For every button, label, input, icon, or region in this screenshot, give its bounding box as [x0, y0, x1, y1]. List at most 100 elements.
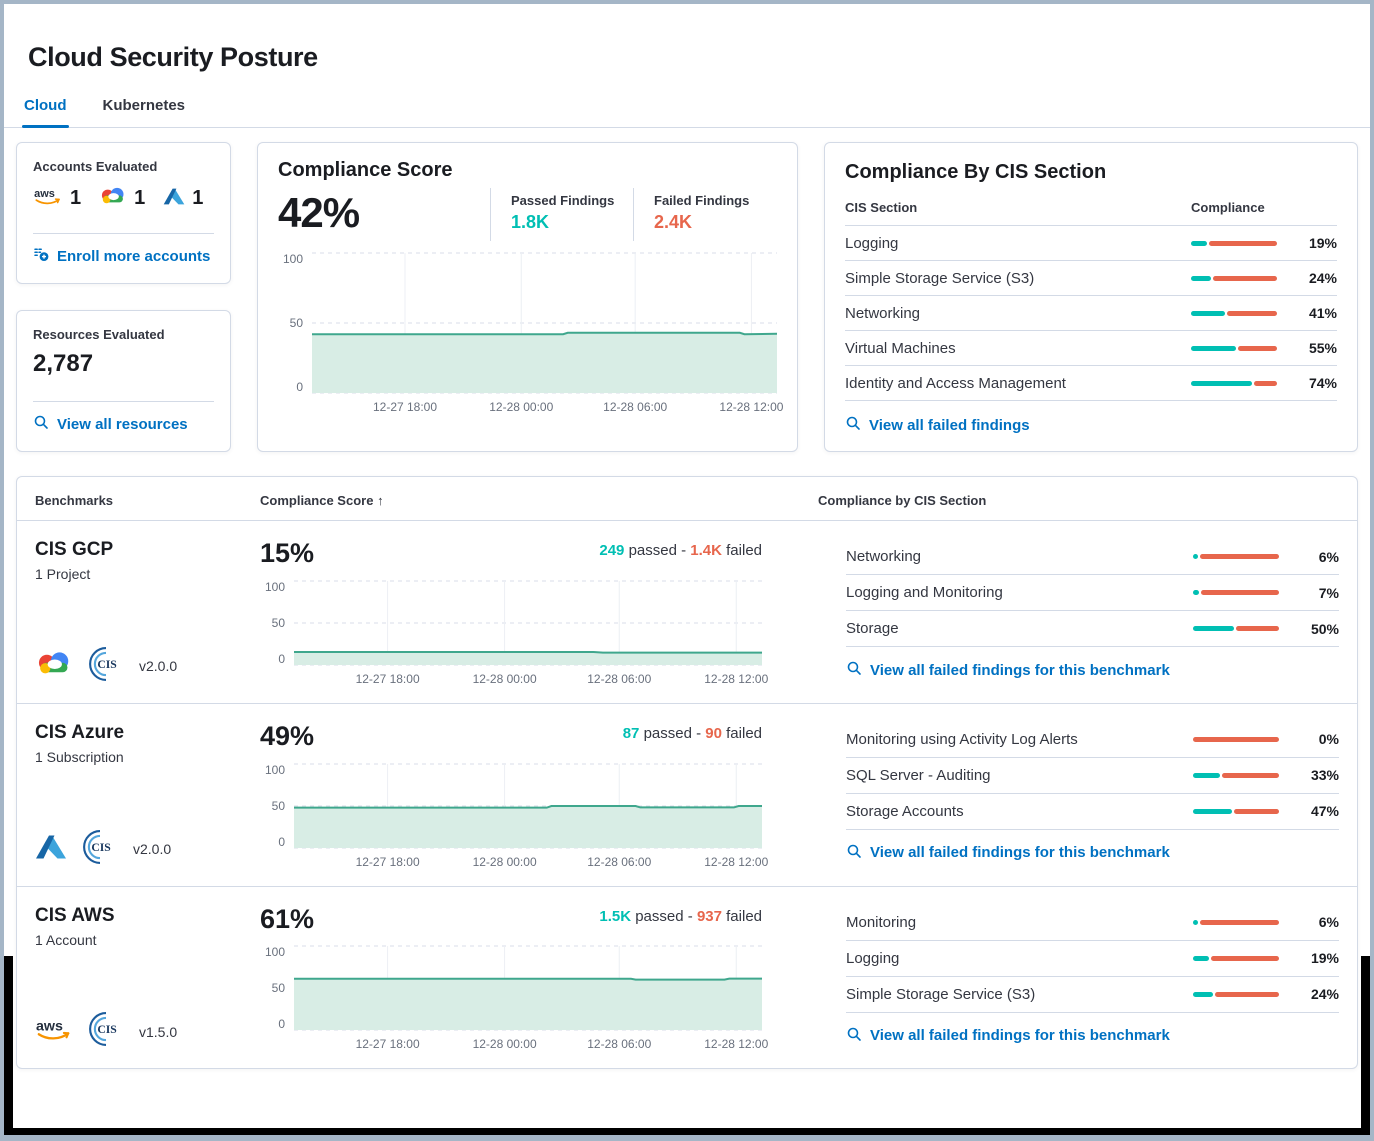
view-benchmark-failed-findings-link[interactable]: View all failed findings for this benchm…: [846, 1026, 1170, 1046]
svg-text:aws: aws: [36, 1018, 63, 1034]
passed-failed-summary: 249 passed - 1.4K failed: [599, 542, 762, 560]
compliance-by-cis-section-card: Compliance By CIS Section CIS Section Co…: [824, 142, 1358, 453]
cis-section-column-header: Compliance by CIS Section: [818, 493, 987, 509]
search-icon: [33, 414, 49, 434]
resources-evaluated-title: Resources Evaluated: [33, 327, 165, 343]
compliance-bar: [1193, 955, 1279, 961]
table-row-cis-gcp: CIS GCP 1 Project CIS v2.0.0 15% 249: [17, 521, 1357, 704]
benchmark-name: CIS GCP: [35, 539, 114, 561]
aws-logo-icon: aws: [33, 187, 63, 211]
benchmark-score: 61%: [260, 903, 315, 934]
tab-cloud[interactable]: Cloud: [22, 91, 69, 129]
compliance-score-stats: 42% Passed Findings 1.8K Failed Findings…: [278, 188, 777, 242]
cis-logo-icon: CIS: [88, 1011, 124, 1052]
azure-account-count: 1: [163, 187, 203, 211]
compliance-bar: [1193, 590, 1279, 596]
benchmark-trend-chart: 100 50 0 12-27 18:00 12-28 00:00 12-28 06:00 1…: [264, 945, 769, 1052]
screenshot-edge-artifact: [4, 1128, 1370, 1135]
benchmarks-table: Benchmarks Compliance Score ↑ Compliance…: [16, 476, 1358, 1070]
svg-text:CIS: CIS: [97, 658, 116, 671]
failed-findings-stat: Failed Findings 2.4K: [633, 188, 776, 242]
table-row: Monitoring using Activity Log Alerts 0%: [846, 722, 1339, 758]
view-all-failed-findings-link[interactable]: View all failed findings: [845, 415, 1030, 435]
accounts-evaluated-card: Accounts Evaluated aws 1 1: [16, 142, 231, 285]
table-row: Networking 41%: [845, 296, 1337, 332]
enroll-icon: [33, 246, 49, 266]
table-row: Identity and Access Management 74%: [845, 366, 1337, 402]
resources-evaluated-card: Resources Evaluated 2,787 View all resou…: [16, 310, 231, 453]
gcp-account-count: 1: [99, 186, 145, 211]
benchmark-version: v2.0.0: [139, 658, 178, 675]
compliance-bar: [1191, 310, 1277, 316]
cis-logo-icon: CIS: [88, 646, 124, 687]
benchmark-name: CIS Azure: [35, 721, 125, 743]
compliance-bar: [1193, 808, 1279, 814]
table-row: Networking 6%: [846, 539, 1339, 576]
benchmark-name: CIS AWS: [35, 904, 115, 926]
enroll-more-accounts-link[interactable]: Enroll more accounts: [33, 246, 210, 266]
table-row-cis-aws: CIS AWS 1 Account aws CIS v1.5.0 61% 1.5: [17, 887, 1357, 1069]
benchmark-scope: 1 Subscription: [35, 748, 124, 765]
view-benchmark-failed-findings-link[interactable]: View all failed findings for this benchm…: [846, 843, 1170, 863]
screenshot-edge-artifact: [4, 956, 13, 1135]
tab-kubernetes[interactable]: Kubernetes: [101, 91, 188, 127]
view-all-resources-link[interactable]: View all resources: [33, 414, 188, 434]
accounts-evaluated-title: Accounts Evaluated: [33, 159, 158, 175]
svg-text:CIS: CIS: [91, 841, 110, 854]
benchmark-trend-chart: 100 50 0 12-27 18:00 12-28 00:00 12-28 06:00 1…: [264, 762, 769, 869]
compliance-bar: [1193, 736, 1279, 742]
azure-logo-icon: [35, 833, 67, 866]
cis-logo-icon: CIS: [82, 829, 118, 870]
compliance-score-value: 42%: [278, 189, 360, 237]
compliance-score-column-header[interactable]: Compliance Score ↑: [260, 493, 818, 508]
table-row: Monitoring 6%: [846, 905, 1339, 941]
benchmark-score: 49%: [260, 720, 315, 751]
summary-section: Accounts Evaluated aws 1 1: [16, 142, 1358, 453]
table-row: SQL Server - Auditing 33%: [846, 758, 1339, 794]
gcp-logo-icon: [35, 650, 73, 682]
compliance-trend-chart: 100 50 0 12-27 18:00 12-28 00:00 12-28 06:00 1…: [282, 252, 784, 415]
table-row: Simple Storage Service (S3) 24%: [846, 977, 1339, 1013]
benchmark-scope: 1 Account: [35, 931, 97, 948]
benchmark-scope: 1 Project: [35, 566, 91, 583]
compliance-bar: [1193, 919, 1279, 925]
aws-logo-icon: aws: [35, 1017, 73, 1047]
search-icon: [846, 1026, 862, 1046]
compliance-bar: [1193, 991, 1279, 997]
benchmark-version: v1.5.0: [139, 1023, 178, 1040]
benchmark-trend-chart: 100 50 0 12-27 18:00 12-28 00:00 12-28 06:00 1…: [264, 579, 769, 686]
compliance-bar: [1193, 772, 1279, 778]
passed-findings-stat: Passed Findings 1.8K: [490, 188, 633, 242]
search-icon: [845, 415, 861, 435]
aws-account-count: aws 1: [33, 187, 82, 211]
compliance-bar: [1193, 626, 1279, 632]
compliance-bar: [1191, 345, 1277, 351]
gcp-logo-icon: [99, 186, 127, 211]
table-row: Storage Accounts 47%: [846, 794, 1339, 830]
table-row: Logging 19%: [846, 941, 1339, 977]
passed-findings-value: 1.8K: [511, 212, 550, 233]
cis-section-card-title: Compliance By CIS Section: [845, 161, 1107, 184]
table-row: Simple Storage Service (S3) 24%: [845, 261, 1337, 297]
svg-text:aws: aws: [34, 188, 55, 200]
provider-counts: aws 1 1 1: [33, 186, 214, 211]
table-row-cis-azure: CIS Azure 1 Subscription CIS v2.0.0 49%: [17, 704, 1357, 887]
table-row: Logging and Monitoring 7%: [846, 575, 1339, 612]
benchmark-score: 15%: [260, 538, 315, 569]
page-title: Cloud Security Posture: [28, 42, 318, 73]
cis-table-header: CIS Section Compliance: [845, 200, 1337, 227]
passed-failed-summary: 87 passed - 90 failed: [622, 724, 762, 742]
azure-logo-icon: [163, 187, 185, 211]
passed-failed-summary: 1.5K passed - 937 failed: [599, 907, 762, 925]
compliance-score-title: Compliance Score: [278, 159, 453, 182]
view-benchmark-failed-findings-link[interactable]: View all failed findings for this benchm…: [846, 660, 1170, 680]
table-row: Virtual Machines 55%: [845, 331, 1337, 367]
compliance-bar: [1193, 554, 1279, 560]
benchmarks-column-header: Benchmarks: [35, 493, 114, 509]
tab-bar: Cloud Kubernetes: [4, 91, 1370, 129]
resources-count: 2,787: [33, 350, 94, 378]
search-icon: [846, 843, 862, 863]
failed-findings-value: 2.4K: [654, 212, 693, 233]
svg-text:CIS: CIS: [97, 1023, 116, 1036]
